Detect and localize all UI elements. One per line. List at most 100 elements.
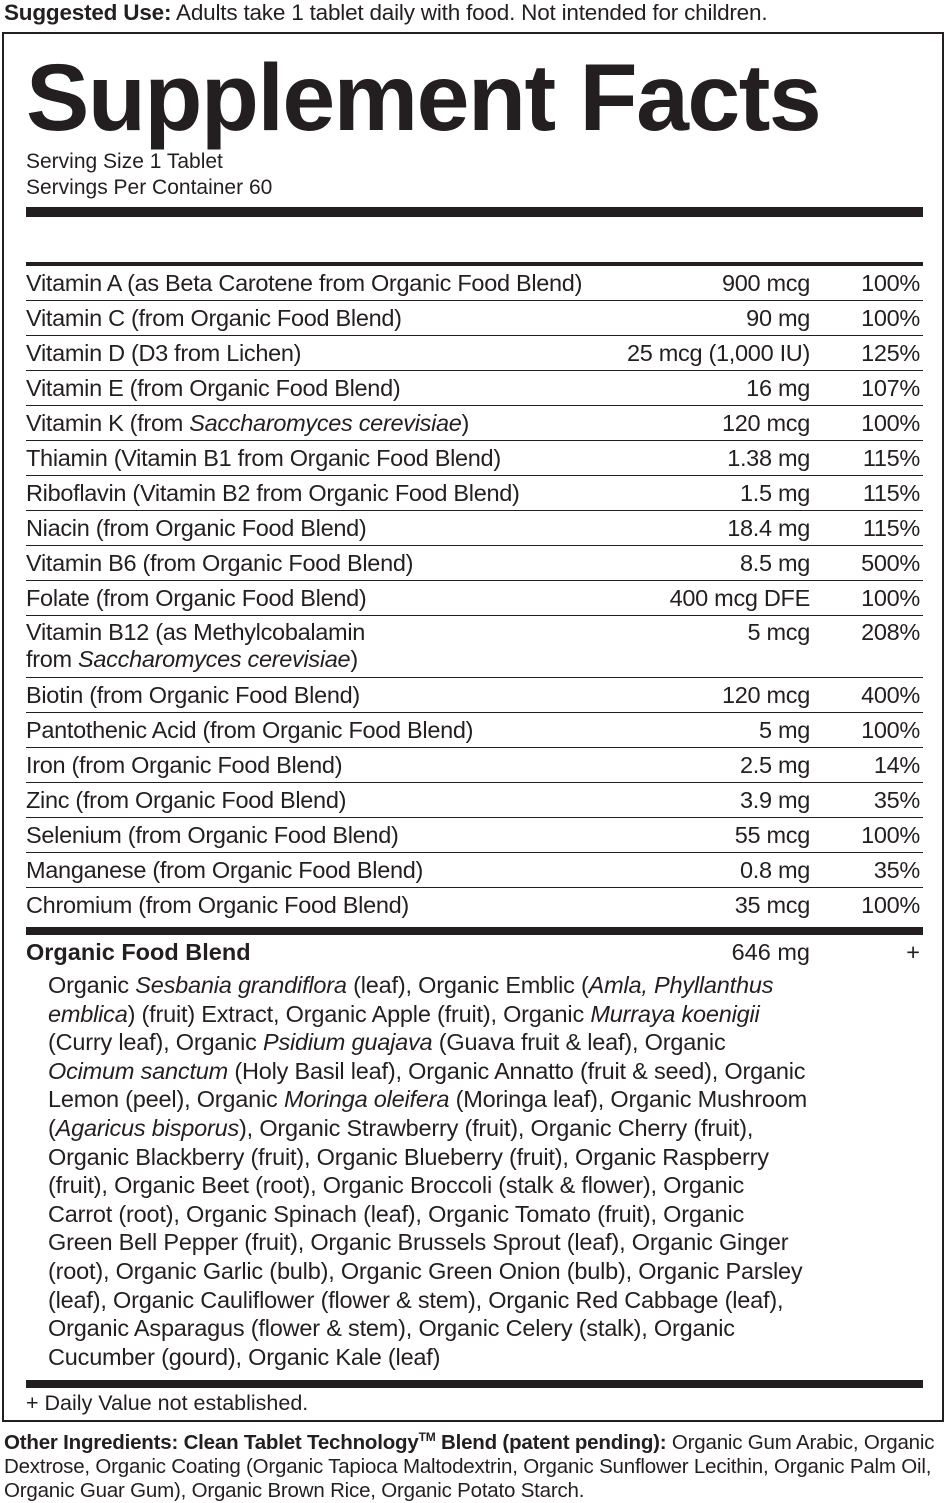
blend-ingredients: Organic Sesbania grandiflora (leaf), Org… (48, 971, 807, 1371)
text: Vitamin K (from (26, 410, 190, 436)
italic-text: Agaricus bisporus (55, 1114, 240, 1141)
nutrient-name: Vitamin D (D3 from Lichen) (26, 340, 301, 366)
text: ), Organic Strawberry (fruit), Organic C… (239, 1114, 754, 1141)
nutrient-row: Vitamin K (from Saccharomyces cerevisiae… (26, 406, 923, 441)
nutrient-row: Pantothenic Acid (from Organic Food Blen… (26, 713, 923, 748)
nutrient-row: Vitamin B6 (from Organic Food Blend) 8.5 … (26, 546, 923, 581)
blend-ingredient-line: (root), Organic Garlic (bulb), Organic G… (48, 1257, 807, 1286)
italic-text: Ocimum sanctum (48, 1057, 229, 1084)
nutrient-name: Biotin (from Organic Food Blend) (26, 682, 360, 708)
nutrient-daily-value: 208% (861, 619, 920, 645)
italic-text: Moringa oleifera (283, 1086, 450, 1113)
nutrient-row: Vitamin D (D3 from Lichen) 25 mcg (1,000 … (26, 336, 923, 371)
nutrient-row: Riboflavin (Vitamin B2 from Organic Food… (26, 476, 923, 511)
nutrient-name: Folate (from Organic Food Blend) (26, 585, 367, 611)
blend-ingredient-line: Organic Blackberry (fruit), Organic Blue… (48, 1143, 807, 1172)
nutrient-amount: 1.38 mg (727, 445, 810, 471)
text: (Guava fruit & leaf), Organic (432, 1029, 726, 1056)
blend-ingredient-line: Ocimum sanctum (Holy Basil leaf), Organi… (48, 1057, 807, 1086)
nutrient-daily-value: 35% (873, 787, 920, 813)
nutrient-daily-value: 100% (861, 305, 920, 331)
nutrient-amount: 900 mcg (721, 270, 810, 296)
blend-ingredient-line: Lemon (peel), Organic Moringa oleifera (… (48, 1085, 807, 1114)
nutrient-name: Pantothenic Acid (from Organic Food Blen… (26, 717, 474, 743)
suggested-use: Suggested Use: Adults take 1 tablet dail… (4, 0, 768, 26)
nutrient-row: Biotin (from Organic Food Blend) 120 mcg 4… (26, 678, 923, 713)
text: Niacin (from Organic Food Blend) (26, 515, 367, 541)
text: (Moringa leaf), Organic Mushroom (449, 1086, 808, 1113)
text: Vitamin D (D3 from Lichen) (26, 340, 302, 366)
nutrient-row: Vitamin E (from Organic Food Blend) 16 mg… (26, 371, 923, 406)
heavy-divider (26, 207, 923, 217)
nutrient-daily-value: 400% (861, 682, 920, 708)
text: Vitamin C (from Organic Food Blend) (26, 305, 402, 331)
italic-text: emblica (48, 1000, 128, 1027)
nutrient-daily-value: 107% (861, 375, 920, 401)
text: (root), Organic Garlic (bulb), Organic G… (48, 1257, 803, 1284)
nutrient-name: Iron (from Organic Food Blend) (26, 752, 343, 778)
nutrient-daily-value: 125% (861, 340, 920, 366)
italic-text: Saccharomyces cerevisiae (189, 410, 462, 436)
italic-text: Murraya koenigii (590, 1000, 760, 1027)
blend-ingredient-line: Green Bell Pepper (fruit), Organic Bruss… (48, 1228, 807, 1257)
nutrient-daily-value: 100% (861, 270, 920, 296)
blend-ingredient-line: emblica) (fruit) Extract, Organic Apple … (48, 1000, 807, 1029)
nutrient-row: Vitamin C (from Organic Food Blend) 90 mg… (26, 301, 923, 336)
nutrient-name: Vitamin K (from Saccharomyces cerevisiae… (26, 410, 469, 436)
nutrient-amount: 5 mg (758, 717, 810, 743)
text: Lemon (peel), Organic (48, 1086, 284, 1113)
nutrient-daily-value: 500% (861, 550, 920, 576)
nutrient-name: Riboflavin (Vitamin B2 from Organic Food… (26, 480, 520, 506)
nutrient-row: Iron (from Organic Food Blend) 2.5 mg 14% (26, 748, 923, 783)
text: Riboflavin (Vitamin B2 from Organic Food… (26, 480, 520, 506)
text: (leaf), Organic Cauliflower (flower & st… (48, 1286, 784, 1313)
blend-ingredient-line: (Agaricus bisporus), Organic Strawberry … (48, 1114, 807, 1143)
nutrient-amount: 3.9 mg (739, 787, 810, 813)
blend-amount: 646 mg (731, 939, 810, 965)
nutrient-amount: 16 mg (746, 375, 810, 401)
blend-ingredient-line: (fruit), Organic Beet (root), Organic Br… (48, 1171, 807, 1200)
nutrient-amount: 25 mcg (1,000 IU) (627, 340, 810, 366)
nutrient-row: Thiamin (Vitamin B1 from Organic Food Bl… (26, 441, 923, 476)
nutrient-name: Zinc (from Organic Food Blend) (26, 787, 346, 813)
italic-text: Saccharomyces cerevisiae (78, 646, 351, 672)
text: Vitamin B6 (from Organic Food Blend) (26, 550, 414, 576)
text: from (26, 646, 79, 672)
nutrient-name: Vitamin B12 (as Methylcobalamin from Sacc… (26, 619, 365, 672)
text: ) (fruit) Extract, Organic Apple (fruit)… (127, 1000, 591, 1027)
nutrient-daily-value: 14% (873, 752, 920, 778)
text: Organic (48, 972, 136, 998)
nutrient-daily-value: 100% (861, 585, 920, 611)
servings-per-container: Servings Per Container 60 (26, 176, 273, 199)
nutrient-daily-value: 100% (861, 717, 920, 743)
text: Organic Blackberry (fruit), Organic Blue… (48, 1143, 769, 1170)
text: Organic Asparagus (flower & stem), Organ… (48, 1315, 735, 1342)
text: Zinc (from Organic Food Blend) (26, 787, 347, 813)
text: Vitamin E (from Organic Food Blend) (26, 375, 401, 401)
nutrient-amount: 90 mg (746, 305, 810, 331)
serving-size: Serving Size 1 Tablet (26, 150, 223, 173)
text: Vitamin A (as Beta Carotene from Organic… (26, 270, 583, 296)
nutrient-daily-value: 100% (861, 892, 920, 918)
nutrient-table: Vitamin A (as Beta Carotene from Organic… (26, 266, 923, 923)
trademark: TM (418, 1430, 436, 1444)
text: (Holy Basil leaf), Organic Annatto (frui… (228, 1057, 806, 1084)
nutrient-amount: 8.5 mg (739, 550, 810, 576)
suggested-use-text: Adults take 1 tablet daily with food. No… (171, 0, 768, 25)
nutrient-name: Niacin (from Organic Food Blend) (26, 515, 367, 541)
nutrient-daily-value: 100% (861, 822, 920, 848)
text: ) (350, 646, 358, 672)
nutrient-amount: 35 mcg (734, 892, 811, 918)
nutrient-name: Vitamin C (from Organic Food Blend) (26, 305, 402, 331)
text: Green Bell Pepper (fruit), Organic Bruss… (48, 1229, 789, 1256)
blend-dv: + (906, 939, 920, 965)
italic-text: Amla, Phyllanthus (588, 972, 774, 998)
nutrient-name: Thiamin (Vitamin B1 from Organic Food Bl… (26, 445, 501, 471)
text: Cucumber (gourd), Organic Kale (leaf) (48, 1343, 441, 1370)
nutrient-row: Vitamin B12 (as Methylcobalamin from Sacc… (26, 616, 923, 678)
text: Manganese (from Organic Food Blend) (26, 857, 424, 883)
italic-text: Sesbania grandiflora (135, 972, 347, 998)
blend-row: Organic Food Blend 646 mg + (26, 937, 923, 967)
text: (fruit), Organic Beet (root), Organic Br… (48, 1172, 745, 1199)
text: Vitamin B12 (as Methylcobalamin (26, 619, 366, 645)
